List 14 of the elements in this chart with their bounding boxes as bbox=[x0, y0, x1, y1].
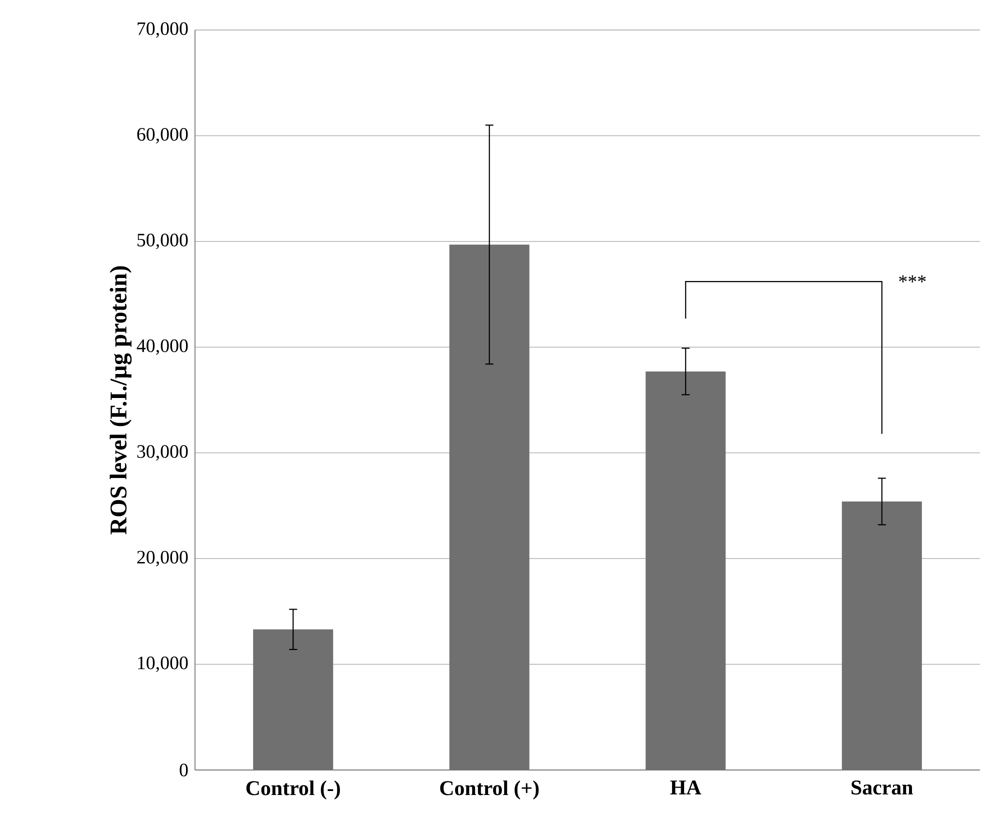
x-tick-label: HA bbox=[670, 780, 702, 794]
y-tick-label: 30,000 bbox=[137, 445, 188, 461]
x-tick-label: Sacran bbox=[852, 780, 913, 795]
y-tick-label: 60,000 bbox=[137, 128, 188, 144]
y-axis-title: ROS level (F.I./µg protein) bbox=[110, 266, 132, 534]
y-tick-label: 10,000 bbox=[138, 656, 188, 672]
y-tick-label: 70,000 bbox=[138, 22, 188, 38]
y-tick-label: 0 bbox=[180, 764, 188, 776]
y-tick-label: 40,000 bbox=[136, 339, 188, 355]
x-tick-label: Control (+) bbox=[440, 780, 539, 800]
y-tick-label: 20,000 bbox=[137, 550, 188, 566]
annotation: *** bbox=[899, 275, 926, 282]
x-tick-label: Control (-) bbox=[246, 780, 340, 800]
y-tick-label: 50,000 bbox=[138, 234, 188, 250]
